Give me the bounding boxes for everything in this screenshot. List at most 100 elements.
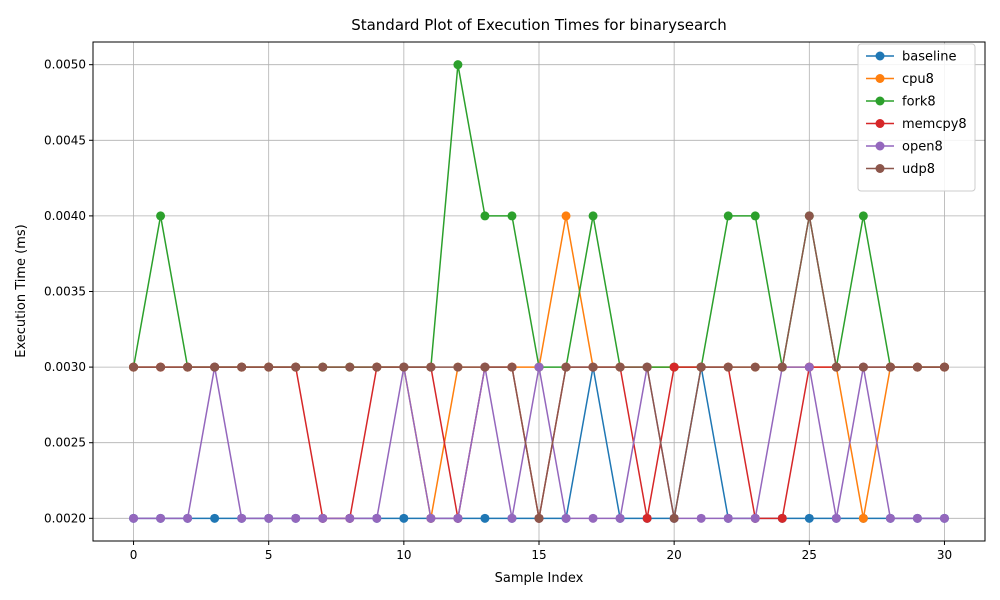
legend-swatch-marker <box>875 96 885 106</box>
data-point-udp8 <box>291 362 301 372</box>
data-point-open8 <box>534 362 544 372</box>
data-point-udp8 <box>723 362 733 372</box>
legend-label: cpu8 <box>902 72 934 87</box>
data-point-udp8 <box>345 362 355 372</box>
data-point-fork8 <box>507 211 517 221</box>
data-point-baseline <box>480 513 490 523</box>
data-point-cpu8 <box>561 211 571 221</box>
data-point-open8 <box>912 513 922 523</box>
legend-item-udp8: udp8 <box>866 162 935 177</box>
data-point-open8 <box>129 513 139 523</box>
data-point-fork8 <box>588 211 598 221</box>
data-point-baseline <box>399 513 409 523</box>
data-point-udp8 <box>858 362 868 372</box>
data-point-open8 <box>453 513 463 523</box>
legend-item-open8: open8 <box>866 140 943 155</box>
data-point-udp8 <box>426 362 436 372</box>
data-point-udp8 <box>237 362 247 372</box>
x-tick-label: 15 <box>531 548 546 562</box>
y-tick-label: 0.0050 <box>44 58 86 72</box>
legend-item-baseline: baseline <box>866 50 956 65</box>
data-point-udp8 <box>750 362 760 372</box>
legend-label: memcpy8 <box>902 117 967 132</box>
data-point-udp8 <box>156 362 166 372</box>
data-point-memcpy8 <box>777 513 787 523</box>
data-point-open8 <box>615 513 625 523</box>
y-axis-ticks: 0.0020 0.0025 0.0030 0.0035 0.0040 0.0045 0.00… <box>44 58 93 525</box>
data-point-open8 <box>507 513 517 523</box>
data-point-udp8 <box>318 362 328 372</box>
data-point-fork8 <box>453 60 463 70</box>
data-point-open8 <box>345 513 355 523</box>
y-tick-label: 0.0040 <box>44 209 86 223</box>
x-axis-label: Sample Index <box>495 571 584 586</box>
data-point-open8 <box>183 513 193 523</box>
legend-swatch-marker <box>875 164 885 173</box>
data-point-open8 <box>696 513 706 523</box>
legend-label: baseline <box>902 50 956 65</box>
chart-title: Standard Plot of Execution Times for bin… <box>351 16 727 34</box>
legend-item-memcpy8: memcpy8 <box>866 117 967 132</box>
series-lines <box>129 60 949 523</box>
y-tick-label: 0.0030 <box>44 360 86 374</box>
data-point-udp8 <box>507 362 517 372</box>
data-point-open8 <box>291 513 301 523</box>
x-tick-label: 30 <box>937 548 952 562</box>
x-axis-ticks: 0 5 10 15 20 25 30 <box>130 541 952 562</box>
data-point-memcpy8 <box>669 362 679 372</box>
data-point-udp8 <box>885 362 895 372</box>
data-point-udp8 <box>129 362 139 372</box>
data-point-fork8 <box>480 211 490 221</box>
data-point-fork8 <box>723 211 733 221</box>
legend-swatch-marker <box>875 119 885 128</box>
data-point-open8 <box>264 513 274 523</box>
data-point-udp8 <box>939 362 949 372</box>
data-point-fork8 <box>750 211 760 221</box>
legend-box <box>857 43 976 192</box>
x-tick-label: 0 <box>130 548 138 562</box>
data-point-fork8 <box>156 211 166 221</box>
x-tick-label: 5 <box>265 548 273 562</box>
data-point-baseline <box>210 513 220 523</box>
data-point-udp8 <box>615 362 625 372</box>
data-point-fork8 <box>858 211 868 221</box>
data-point-open8 <box>372 513 382 523</box>
data-point-memcpy8 <box>642 513 652 523</box>
data-point-udp8 <box>453 362 463 372</box>
legend: baseline cpu8 fork8 memcpy8 open8 udp8 <box>857 43 976 192</box>
data-point-udp8 <box>642 362 652 372</box>
data-point-udp8 <box>777 362 787 372</box>
data-point-open8 <box>939 513 949 523</box>
legend-label: udp8 <box>902 162 935 177</box>
x-tick-label: 20 <box>667 548 682 562</box>
data-point-udp8 <box>561 362 571 372</box>
data-point-open8 <box>426 513 436 523</box>
data-point-udp8 <box>534 513 544 523</box>
data-point-open8 <box>588 513 598 523</box>
x-tick-label: 25 <box>802 548 817 562</box>
data-point-open8 <box>318 513 328 523</box>
data-point-udp8 <box>588 362 598 372</box>
legend-label: fork8 <box>902 95 936 110</box>
data-point-baseline <box>804 513 814 523</box>
data-point-udp8 <box>210 362 220 372</box>
y-tick-label: 0.0035 <box>44 285 86 299</box>
data-point-udp8 <box>372 362 382 372</box>
data-point-open8 <box>804 362 814 372</box>
legend-label: open8 <box>902 140 943 155</box>
data-point-open8 <box>561 513 571 523</box>
legend-item-fork8: fork8 <box>866 95 936 110</box>
data-point-udp8 <box>912 362 922 372</box>
data-point-udp8 <box>480 362 490 372</box>
data-point-open8 <box>156 513 166 523</box>
data-point-open8 <box>885 513 895 523</box>
legend-swatch-marker <box>875 51 885 61</box>
legend-swatch-marker <box>875 141 885 151</box>
legend-item-cpu8: cpu8 <box>866 72 934 87</box>
y-tick-label: 0.0020 <box>44 511 86 525</box>
y-tick-label: 0.0025 <box>44 436 86 450</box>
data-point-open8 <box>237 513 247 523</box>
data-point-open8 <box>750 513 760 523</box>
